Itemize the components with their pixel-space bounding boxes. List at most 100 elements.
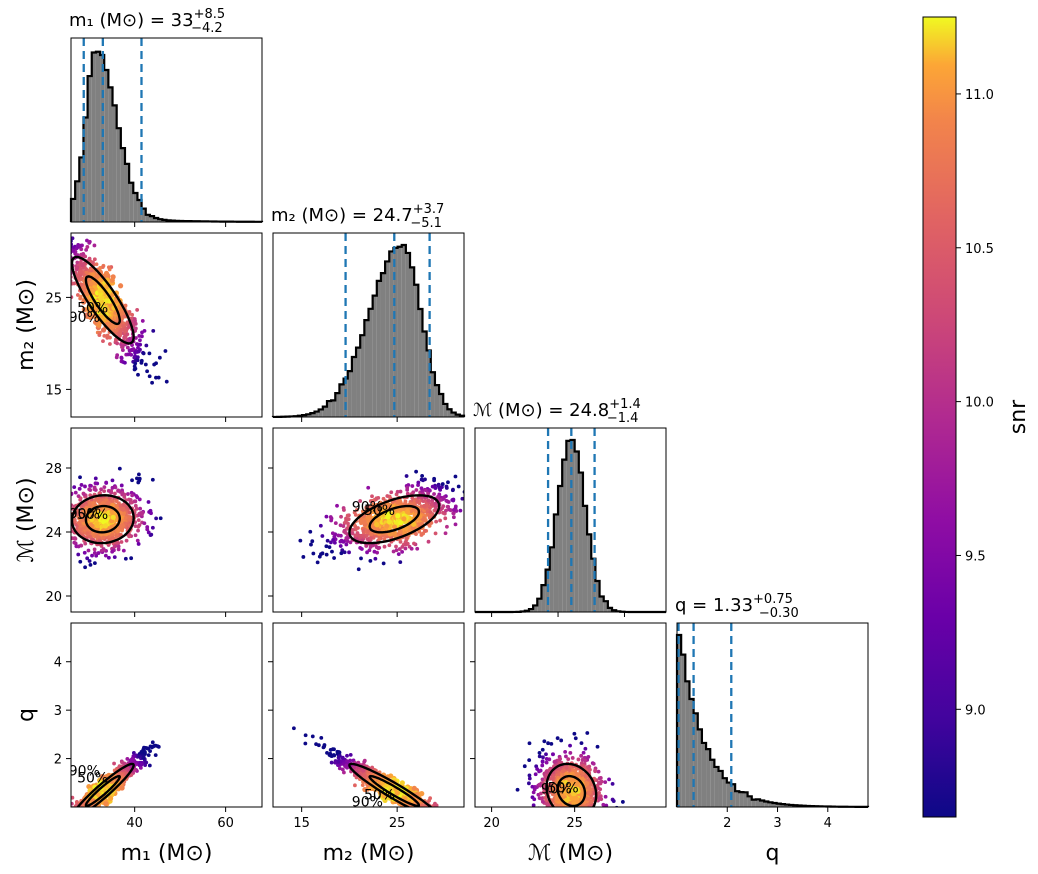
histogram-bar [599, 596, 604, 612]
histogram-bar [447, 409, 452, 417]
y-tick-label: 3 [54, 704, 62, 719]
histogram-bar [693, 713, 698, 807]
contour-label: 50% [364, 788, 395, 804]
x-axis-title-m1: m₁ (M⊙) [121, 841, 213, 866]
histogram-bar [681, 654, 686, 807]
histogram-bar [141, 208, 146, 222]
x-tick-label: 20 [483, 816, 500, 831]
x-tick-label: 25 [389, 816, 406, 831]
y-axis-title-m2: m₂ (M⊙) [14, 279, 39, 371]
panel-frame [272, 232, 465, 418]
histogram-bar [393, 247, 398, 417]
x-tick-label: 15 [293, 816, 310, 831]
histogram-bar [772, 803, 777, 807]
histogram-bar [455, 414, 460, 417]
histogram-bar [706, 749, 711, 807]
panel-q-vs-q: 2 3 4 [675, 622, 870, 831]
panel-m1-vs-m1 [69, 37, 264, 227]
histogram-bar [443, 403, 448, 417]
x-tick-label: 3 [773, 816, 781, 831]
panel-frame [70, 622, 263, 808]
histogram-bar [714, 766, 719, 807]
histogram-bar [439, 394, 444, 417]
histogram-bar [71, 198, 76, 222]
histogram-bar [124, 163, 130, 222]
histogram-bar [570, 440, 575, 612]
histogram-bar [389, 251, 394, 417]
histogram-bar [541, 585, 546, 612]
contour-line [84, 275, 122, 326]
x-axis-title-mc: ℳ (M⊙) [528, 841, 613, 866]
colorbar-tick-label: 9.5 [965, 549, 986, 564]
histogram-bar [607, 607, 613, 612]
panel-frame [272, 622, 465, 808]
histogram-bar [776, 803, 781, 807]
histogram-bar [566, 440, 571, 612]
histogram-bar [385, 261, 390, 417]
histogram-bar [356, 347, 361, 417]
histogram-bar [339, 384, 344, 417]
panel-title-q: q = 1.33+0.75 −0.30 [675, 592, 799, 621]
histogram-bar [368, 308, 373, 417]
histogram-bar [87, 76, 92, 222]
histogram-bar [91, 52, 96, 223]
histogram-bar [726, 782, 731, 807]
histogram-bar [578, 472, 583, 612]
histogram-bar [735, 791, 740, 807]
histogram-bar [364, 320, 369, 417]
histogram-bar [95, 51, 101, 222]
contour-line [84, 774, 122, 807]
contour-label: 50% [364, 503, 395, 519]
histogram-bar [306, 414, 311, 417]
contour-line [71, 494, 135, 545]
x-tick-label: 60 [217, 816, 234, 831]
histogram-bar [710, 759, 715, 807]
histogram-bar [100, 55, 105, 222]
contour-line [348, 762, 433, 807]
contour-label: 90% [352, 795, 383, 811]
histogram-bar [318, 409, 323, 417]
histogram-bar [685, 681, 690, 807]
histogram-bar [528, 609, 534, 612]
x-axis-title-m2: m₂ (M⊙) [323, 841, 415, 866]
contour-label: 50% [77, 771, 108, 787]
histogram-bar [335, 393, 340, 417]
histogram-bar [145, 214, 150, 222]
histogram-bar [351, 357, 357, 417]
histogram-bar [104, 70, 109, 222]
scatter-points: 50%90% [298, 469, 464, 572]
contour-label: 90% [541, 781, 572, 797]
histogram-bar [689, 698, 694, 807]
contour-label: 50% [77, 507, 108, 523]
histogram-bar [730, 784, 736, 807]
y-tick-label: 25 [45, 291, 62, 306]
histogram-bar [79, 157, 84, 222]
panel-mc-vs-m2: 50%90% [268, 427, 465, 617]
histogram-bar [533, 605, 538, 612]
histogram-bar [537, 598, 542, 612]
y-tick-label: 24 [45, 526, 62, 541]
colorbar-gradient [922, 16, 957, 818]
colorbar-tick-label: 11.0 [965, 88, 994, 103]
panel-title-m2: m₂ (M⊙) = 24.7+3.7 −5.1 [271, 202, 444, 231]
panel-q-vs-mc: 50%90% 20 25 [470, 622, 667, 831]
contour-label: 90% [69, 764, 100, 780]
x-tick-label: 25 [566, 816, 583, 831]
panel-m2-vs-m1: 50%90% 15 25 [45, 232, 263, 422]
panel-q-vs-m2: 50%90% 15 25 [268, 622, 465, 831]
histogram-bar [784, 804, 790, 807]
histogram-bar [422, 331, 427, 417]
histogram-bar [434, 385, 440, 417]
panel-title-m1: m₁ (M⊙) = 33+8.5 −4.2 [69, 7, 225, 36]
panel-frame [70, 427, 263, 613]
x-tick-label: 4 [824, 816, 832, 831]
histogram-bar [722, 778, 727, 807]
scatter-points: 50%90% [71, 466, 163, 570]
y-tick-label: 2 [54, 753, 62, 768]
histogram-bar [739, 792, 744, 807]
histogram-bar [701, 742, 707, 807]
histogram-bar [154, 217, 159, 222]
y-tick-label: 28 [45, 462, 62, 477]
histogram-bar [129, 182, 134, 222]
colorbar-label: snr [1006, 399, 1031, 434]
